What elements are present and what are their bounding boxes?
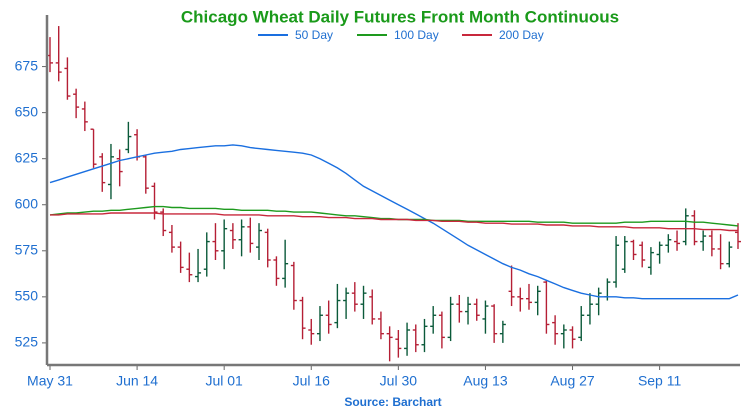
x-tick-label: Jul 16 bbox=[293, 373, 331, 389]
y-tick-label: 625 bbox=[15, 149, 39, 165]
legend-label: 200 Day bbox=[499, 28, 544, 42]
y-tick-label: 675 bbox=[15, 57, 39, 73]
legend-label: 100 Day bbox=[394, 28, 439, 42]
y-tick-label: 575 bbox=[15, 241, 39, 257]
x-tick-label: Jun 14 bbox=[116, 373, 158, 389]
legend-label: 50 Day bbox=[295, 28, 333, 42]
chart-title: Chicago Wheat Daily Futures Front Month … bbox=[181, 7, 619, 26]
y-tick-label: 600 bbox=[15, 195, 39, 211]
x-tick-label: Jul 01 bbox=[205, 373, 243, 389]
y-tick-label: 525 bbox=[15, 334, 39, 350]
ma-line bbox=[49, 144, 739, 300]
x-tick-label: May 31 bbox=[27, 373, 73, 389]
y-tick-label: 650 bbox=[15, 103, 39, 119]
x-tick-label: Jul 30 bbox=[380, 373, 418, 389]
source-note: Source: Barchart bbox=[344, 395, 441, 409]
ma-line bbox=[49, 205, 739, 227]
y-tick-label: 550 bbox=[15, 288, 39, 304]
ma-line bbox=[50, 212, 738, 232]
x-tick-label: Aug 27 bbox=[550, 373, 595, 389]
x-tick-label: Aug 13 bbox=[463, 373, 508, 389]
x-tick-label: Sep 11 bbox=[638, 373, 682, 389]
